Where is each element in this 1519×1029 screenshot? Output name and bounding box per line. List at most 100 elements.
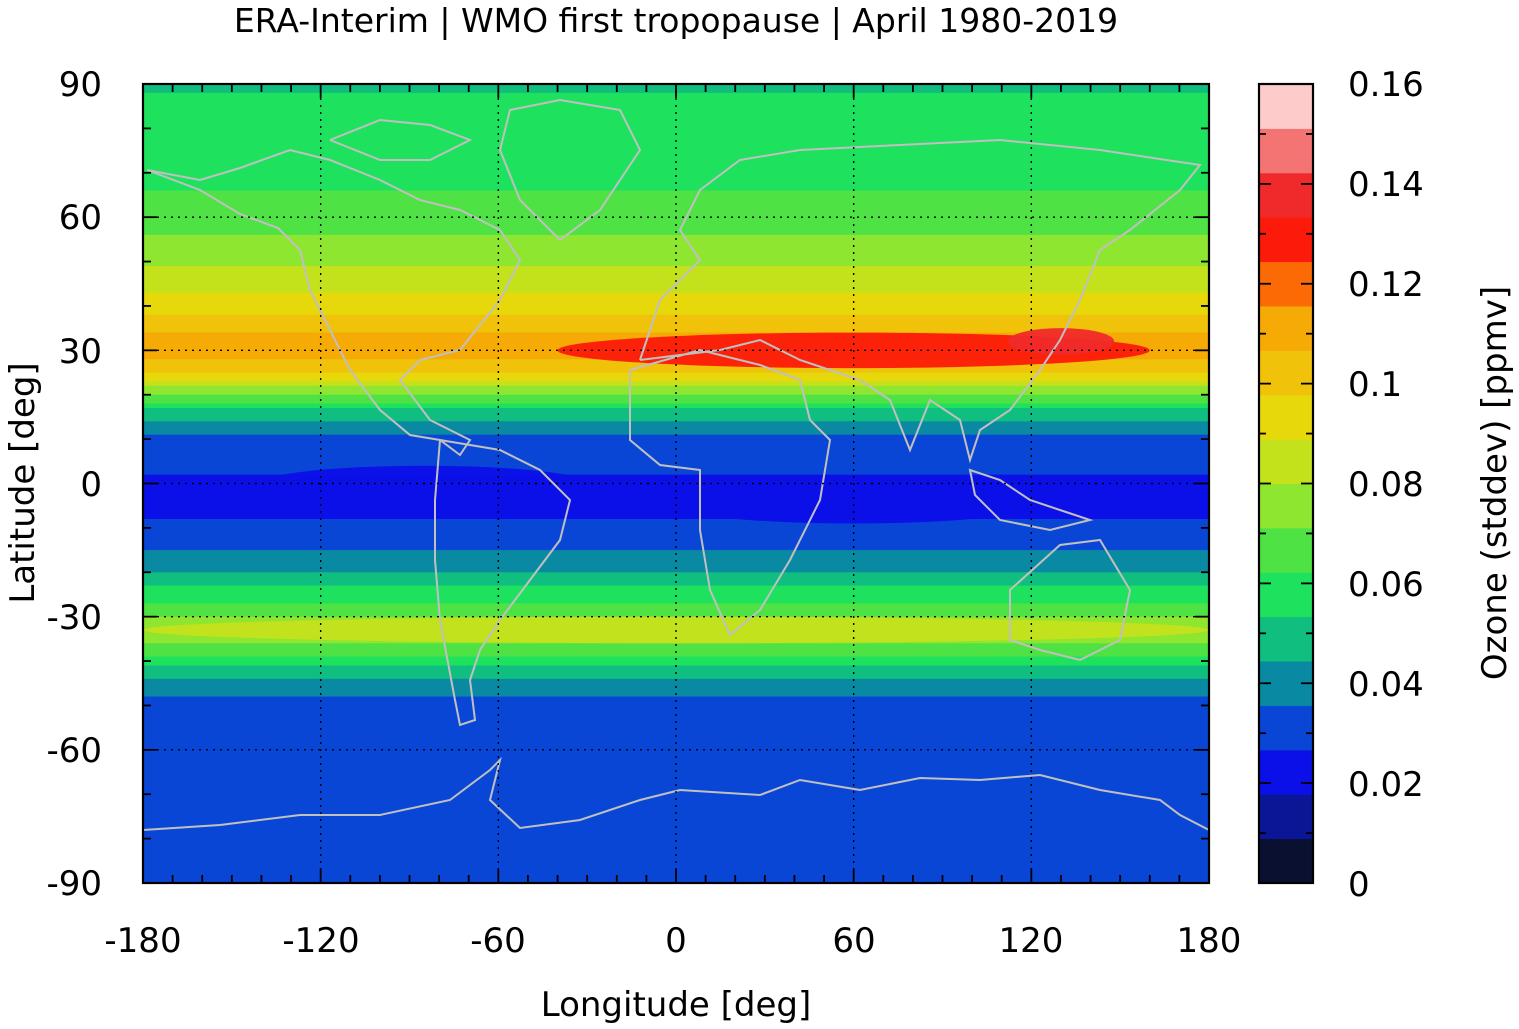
ozone-band — [143, 732, 1209, 738]
ozone-band — [143, 217, 1209, 223]
eurasia-coastline — [639, 138, 1202, 464]
ozone-band — [143, 652, 1209, 658]
ozone-band — [143, 297, 1209, 303]
ozone-band — [143, 550, 1209, 556]
ozone-band — [143, 554, 1209, 560]
colorbar-tick-label: 0.06 — [1348, 565, 1424, 605]
y-tick-label: -60 — [46, 731, 102, 771]
ozone-band — [143, 763, 1209, 769]
maritime-continent-coastline — [968, 468, 1094, 532]
y-tick-label: 90 — [59, 65, 102, 105]
grid-lines — [143, 84, 1209, 883]
y-axis-label: Latitude [deg] — [3, 362, 43, 603]
ozone-band — [143, 119, 1209, 125]
south-america-coastline — [434, 439, 572, 727]
ozone-band — [143, 385, 1209, 391]
ozone-band — [143, 239, 1209, 245]
colorbar-swatch — [1259, 350, 1313, 396]
ozone-band — [143, 696, 1209, 702]
north-america-coastline — [146, 148, 522, 457]
ozone-band — [143, 128, 1209, 134]
ozone-band — [143, 226, 1209, 232]
y-tick-label: 30 — [59, 332, 102, 372]
colorbar-swatch — [1259, 572, 1313, 618]
ozone-band — [143, 181, 1209, 187]
ozone-band — [143, 261, 1209, 267]
colorbar-tick-label: 0.08 — [1348, 465, 1424, 505]
ozone-band — [143, 319, 1209, 325]
ozone-band — [143, 496, 1209, 502]
ozone-band — [143, 519, 1209, 525]
ozone-band — [143, 683, 1209, 689]
x-tick-label: 180 — [1177, 921, 1242, 961]
antarctica-coastline — [143, 756, 1209, 831]
x-tick-label: 0 — [665, 921, 687, 961]
colorbar-swatch — [1259, 705, 1313, 751]
colorbar-swatch — [1259, 483, 1313, 529]
ozone-band — [143, 310, 1209, 316]
x-tick-label: -120 — [282, 921, 359, 961]
ozone-band — [143, 736, 1209, 742]
ozone-band — [143, 590, 1209, 596]
ozone-band — [143, 612, 1209, 618]
ozone-band — [143, 687, 1209, 693]
ozone-band — [143, 190, 1209, 196]
ozone-band — [143, 811, 1209, 818]
x-tick-labels: -180 -120 -60 0 60 120 180 — [104, 921, 1241, 961]
colorbar-swatch — [1259, 84, 1313, 129]
colorbar-label: Ozone (stddev) [ppmv] — [1475, 286, 1515, 680]
ozone-band — [143, 470, 1209, 476]
ozone-band — [143, 283, 1209, 289]
ozone-band — [143, 270, 1209, 276]
australia-coastline — [1009, 538, 1132, 662]
colorbar-swatch — [1259, 527, 1313, 573]
ozone-band — [143, 456, 1209, 462]
colorbar-swatch — [1259, 394, 1313, 440]
ozone-band — [143, 665, 1209, 671]
ozone-band — [143, 780, 1209, 786]
ozone-band — [143, 479, 1209, 485]
ozone-feature — [143, 616, 1209, 644]
colorbar-tick-label: 0.14 — [1348, 165, 1424, 205]
ozone-band — [143, 106, 1209, 112]
colorbar-swatch — [1259, 128, 1313, 174]
ozone-band — [143, 132, 1209, 138]
colorbar-tick-label: 0.02 — [1348, 765, 1424, 805]
ozone-band — [143, 168, 1209, 174]
ozone-band — [143, 541, 1209, 547]
ozone-band — [143, 661, 1209, 667]
x-tick-label: 120 — [999, 921, 1064, 961]
colorbar-swatch — [1259, 172, 1313, 218]
ozone-band — [143, 567, 1209, 573]
colorbar-swatch — [1259, 794, 1313, 840]
ozone-band — [143, 372, 1209, 378]
ozone-band — [143, 421, 1209, 427]
ozone-band — [143, 443, 1209, 449]
ozone-band — [143, 177, 1209, 183]
ozone-band — [143, 581, 1209, 587]
ozone-band — [143, 514, 1209, 520]
ozone-band — [143, 807, 1209, 813]
ozone-band — [143, 603, 1209, 609]
ozone-band — [143, 714, 1209, 720]
ozone-band — [143, 598, 1209, 604]
ozone-band — [143, 363, 1209, 369]
axis-ticks — [142, 83, 1210, 884]
ozone-band — [143, 199, 1209, 205]
ozone-band — [143, 408, 1209, 414]
ozone-band — [143, 563, 1209, 569]
ozone-band — [143, 465, 1209, 471]
ozone-band — [143, 727, 1209, 733]
ozone-band — [143, 434, 1209, 440]
ozone-feature — [1007, 328, 1115, 355]
colorbar-tick-label: 0 — [1348, 865, 1370, 905]
ozone-band — [143, 155, 1209, 161]
ozone-band — [143, 301, 1209, 307]
ozone-band — [143, 186, 1209, 192]
ozone-band — [143, 709, 1209, 715]
ozone-band — [143, 265, 1209, 272]
ozone-band — [143, 834, 1209, 840]
ozone-band — [143, 203, 1209, 209]
ozone-band — [143, 230, 1209, 236]
